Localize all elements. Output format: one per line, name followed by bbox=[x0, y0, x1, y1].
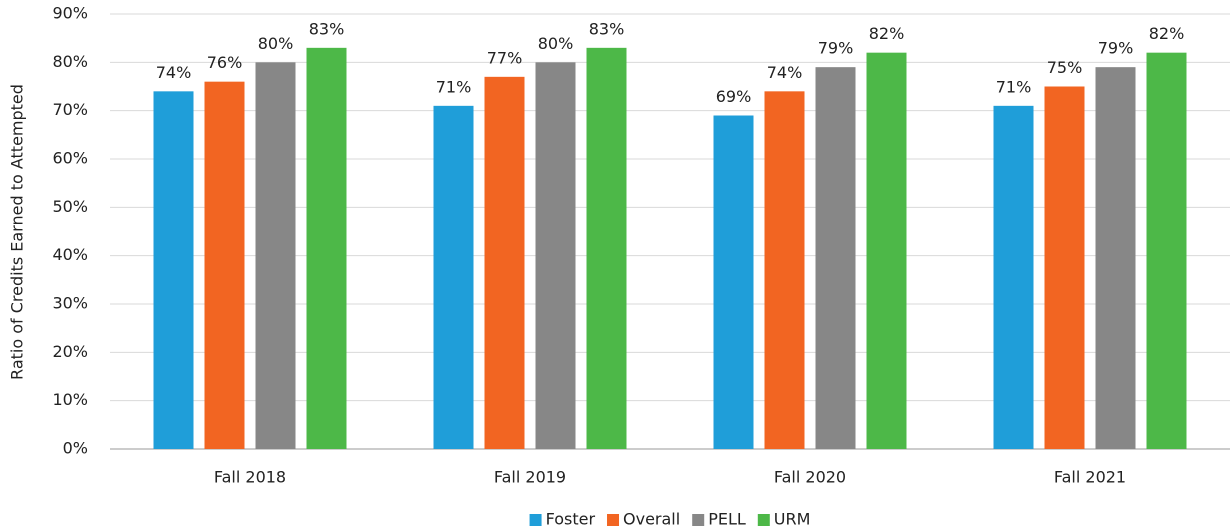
bar bbox=[713, 115, 754, 449]
y-tick-label: 60% bbox=[52, 149, 88, 168]
data-label: 69% bbox=[716, 87, 752, 106]
bar bbox=[484, 76, 525, 449]
x-tick-label: Fall 2018 bbox=[214, 468, 286, 487]
y-tick-label: 40% bbox=[52, 245, 88, 264]
data-label: 75% bbox=[1047, 58, 1083, 77]
y-tick-label: 80% bbox=[52, 52, 88, 71]
data-label: 76% bbox=[207, 53, 243, 72]
bar bbox=[815, 67, 856, 450]
data-label: 71% bbox=[996, 77, 1032, 96]
data-label: 82% bbox=[869, 24, 905, 43]
bar bbox=[153, 91, 194, 449]
data-label: 83% bbox=[589, 19, 625, 38]
y-tick-label: 10% bbox=[52, 390, 88, 409]
y-tick-label: 70% bbox=[52, 100, 88, 119]
data-label: 79% bbox=[818, 39, 854, 58]
x-tick-label: Fall 2020 bbox=[774, 468, 846, 487]
x-tick-label: Fall 2021 bbox=[1054, 468, 1126, 487]
bar bbox=[586, 47, 627, 449]
data-label: 82% bbox=[1149, 24, 1185, 43]
data-label: 71% bbox=[436, 77, 472, 96]
legend-label: Foster bbox=[546, 510, 596, 529]
x-tick-label: Fall 2019 bbox=[494, 468, 566, 487]
y-tick-label: 0% bbox=[63, 439, 88, 458]
legend: Foster Overall PELL URM bbox=[529, 510, 811, 529]
legend-swatch bbox=[692, 514, 705, 526]
bar bbox=[993, 105, 1034, 449]
data-label: 80% bbox=[258, 34, 294, 53]
bar bbox=[1044, 86, 1085, 449]
legend-swatch bbox=[607, 514, 620, 526]
y-tick-label: 90% bbox=[52, 4, 88, 23]
legend-label: PELL bbox=[708, 510, 746, 529]
bar bbox=[764, 91, 805, 449]
legend-label: URM bbox=[774, 510, 811, 529]
data-label: 80% bbox=[538, 34, 574, 53]
legend-label: Overall bbox=[623, 510, 680, 529]
legend-swatch bbox=[757, 514, 770, 526]
legend-swatch bbox=[529, 514, 542, 526]
data-label: 77% bbox=[487, 48, 523, 67]
bar bbox=[255, 62, 296, 449]
bar bbox=[535, 62, 576, 449]
bar bbox=[1095, 67, 1136, 450]
y-axis-title: Ratio of Credits Earned to Attempted bbox=[8, 84, 27, 380]
bar bbox=[306, 47, 347, 449]
bar bbox=[433, 105, 474, 449]
y-tick-label: 30% bbox=[52, 294, 88, 313]
data-label: 83% bbox=[309, 19, 345, 38]
bar bbox=[1146, 52, 1187, 450]
y-tick-label: 20% bbox=[52, 342, 88, 361]
y-tick-label: 50% bbox=[52, 197, 88, 216]
bar bbox=[204, 81, 245, 450]
bar bbox=[866, 52, 907, 450]
data-label: 74% bbox=[156, 63, 192, 82]
data-label: 79% bbox=[1098, 39, 1134, 58]
data-label: 74% bbox=[767, 63, 803, 82]
